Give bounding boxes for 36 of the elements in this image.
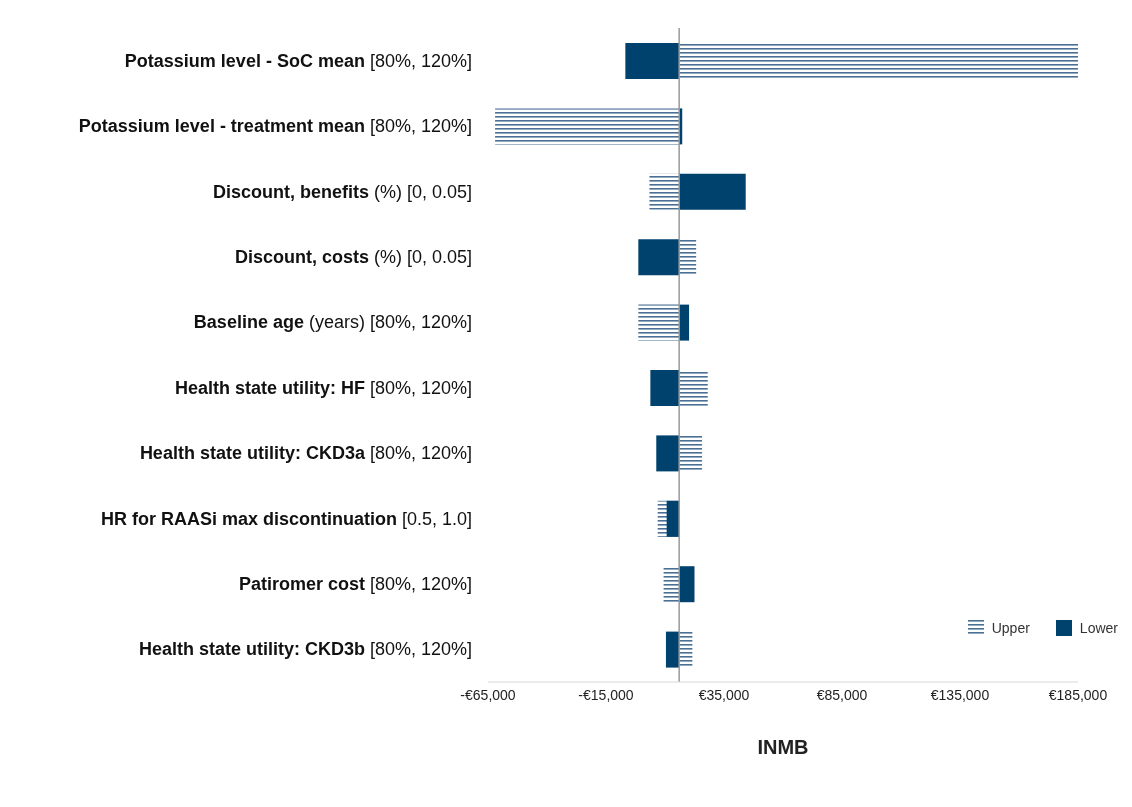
bar (638, 239, 680, 276)
x-tick-label: €185,000 (1048, 686, 1108, 703)
bar (656, 435, 680, 472)
x-tick-label: -€65,000 (460, 686, 516, 703)
y-tick-label: Patiromer cost [80%, 120%] (238, 573, 472, 594)
y-tick-label: Baseline age (years) [80%, 120%] (193, 312, 472, 333)
bar (665, 631, 680, 668)
bar (679, 304, 690, 341)
y-tick-label: HR for RAASi max discontinuation [0.5, 1.0] (100, 508, 472, 529)
bar (679, 435, 703, 472)
bar (650, 370, 680, 406)
y-tick-label: Potassium level - SoC mean [80%, 120%] (124, 50, 472, 71)
bar (679, 631, 693, 668)
bar (649, 173, 680, 210)
bar (679, 370, 708, 406)
bar (679, 43, 1078, 79)
bar (679, 173, 746, 210)
bar (679, 239, 697, 276)
x-tick-label: €85,000 (816, 686, 868, 703)
legend-label: Lower (1078, 620, 1118, 636)
y-tick-label: Health state utility: CKD3a [80%, 120%] (139, 443, 472, 464)
x-tick-label: €35,000 (698, 686, 750, 703)
y-tick-label: Discount, costs (%) [0, 0.05] (234, 246, 472, 267)
x-axis-title: INMB (757, 736, 809, 758)
bar (663, 566, 680, 603)
x-tick-label: €135,000 (930, 686, 990, 703)
y-tick-label: Health state utility: CKD3b [80%, 120%] (138, 639, 472, 660)
bar (679, 566, 695, 603)
bar (625, 43, 680, 79)
x-tick-label: -€15,000 (578, 686, 634, 703)
bar (638, 304, 680, 341)
y-tick-label: Potassium level - treatment mean [80%, 120%] (78, 116, 472, 137)
legend-label: Upper (990, 620, 1030, 636)
bar (495, 108, 680, 145)
y-tick-label: Discount, benefits (%) [0, 0.05] (212, 181, 472, 202)
y-tick-label: Health state utility: HF [80%, 120%] (174, 377, 472, 398)
